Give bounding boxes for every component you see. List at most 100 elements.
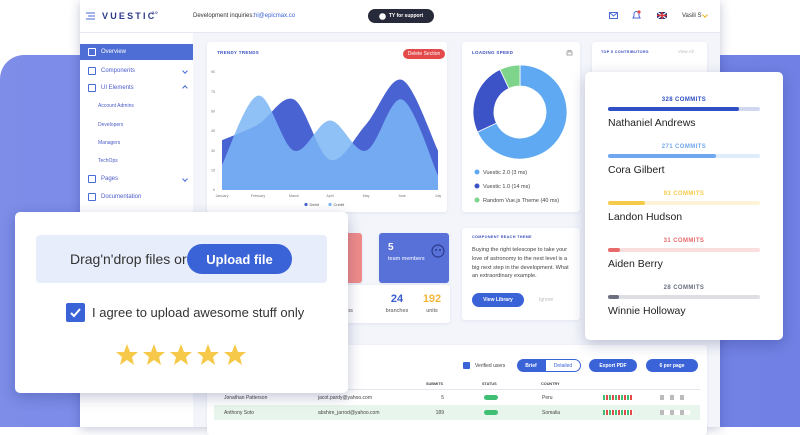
table-header: SUBMITS <box>426 382 444 386</box>
row-actions <box>660 395 690 400</box>
legend-swatch <box>304 202 308 207</box>
reach-text: Buying the right telescope to take your … <box>472 247 569 280</box>
card-title: TOP 5 CONTRIBUTORS <box>601 50 649 54</box>
per-page-select[interactable]: 6 per page <box>646 359 698 372</box>
contributor-name: Nathaniel Andrews <box>608 117 696 129</box>
bar <box>608 201 646 205</box>
card-title: COMPONENT REACH THEME <box>472 235 532 239</box>
x-tick-label: March <box>289 194 299 198</box>
nav-label: UI Elements <box>101 85 134 91</box>
y-tick-label: 0 <box>213 188 215 192</box>
logo-version: 2.0 <box>152 10 158 15</box>
nav-subitem[interactable]: Account Admins <box>98 103 134 109</box>
nav-subitem[interactable]: Managers <box>98 140 121 146</box>
mail-icon[interactable] <box>609 12 618 19</box>
donut-segment <box>499 64 521 90</box>
cell-country: Peru <box>542 395 553 401</box>
chevron <box>182 85 188 91</box>
commit-label: 93 COMMITS <box>663 191 705 197</box>
commit-label: 31 COMMITS <box>663 238 705 244</box>
cell-submits: 5 <box>441 395 444 401</box>
status-badge <box>484 395 498 400</box>
user-name[interactable]: Vasili S <box>682 13 702 19</box>
card-title: TRENDY TRENDS <box>217 50 260 55</box>
view-library-button[interactable]: View Library <box>472 293 524 307</box>
contributor-name: Winnie Holloway <box>608 305 686 317</box>
table-header: COUNTRY <box>541 382 560 386</box>
legend-swatch <box>328 202 332 207</box>
chevron <box>182 68 188 74</box>
stat-value: 192 <box>422 293 442 305</box>
bar <box>608 295 620 299</box>
support-button[interactable]: TY for support <box>368 9 434 23</box>
bar-track <box>608 248 760 252</box>
commit-label: 28 COMMITS <box>663 285 705 291</box>
nav-item[interactable]: Components <box>80 63 193 79</box>
chevron <box>182 176 188 182</box>
nav-subitem[interactable]: Developers <box>98 122 124 128</box>
brief-toggle[interactable]: Brief <box>517 359 545 372</box>
nav-subitem[interactable]: TechOps <box>98 158 118 164</box>
cell-submits: 189 <box>435 410 444 416</box>
legend-label: Vuestic 1.0 (14 ms) <box>483 184 530 190</box>
nav-item[interactable]: Overview <box>80 44 193 60</box>
legend-label: Random Vue.js Theme (40 ms) <box>483 198 559 204</box>
notification-icon[interactable] <box>632 10 641 20</box>
stat-value: 24 <box>390 293 404 305</box>
x-tick-label: February <box>251 194 266 198</box>
menu-icon <box>86 12 95 20</box>
view-all-link[interactable]: View All <box>678 49 694 54</box>
checkbox[interactable] <box>463 362 470 369</box>
flag-icon[interactable] <box>657 12 667 19</box>
nav-icon <box>88 175 96 183</box>
y-tick-label: 15 <box>211 169 215 173</box>
detailed-toggle[interactable]: Detailed <box>545 359 581 372</box>
inquiry-email[interactable]: hi@epicmax.co <box>254 13 296 19</box>
legend-label: Vuestic 2.0 (3 ms) <box>483 170 527 176</box>
stat-label: units <box>426 308 438 314</box>
table-header: STATUS <box>482 382 497 386</box>
nav-icon <box>88 193 96 201</box>
cell-name: Jonathan Patterson <box>224 395 268 401</box>
upload-button[interactable]: Upload file <box>187 244 292 274</box>
nav-item[interactable]: UI Elements <box>80 80 193 96</box>
donut-chart: Vuestic 2.0 (3 ms) Vuestic 1.0 (14 ms) Ran… <box>472 64 568 204</box>
legend-label: Debit <box>310 202 320 207</box>
nav-label: Overview <box>101 49 127 55</box>
donut-segment <box>472 68 510 133</box>
y-tick-label: 75 <box>211 90 215 94</box>
nav-item[interactable]: Documentation <box>80 189 193 205</box>
nav-label: Pages <box>101 176 119 182</box>
rating-stars[interactable] <box>115 343 247 367</box>
team-label: team members <box>388 256 425 262</box>
print-icon[interactable] <box>566 50 573 57</box>
cell-country: Somalia <box>542 410 561 416</box>
x-tick-label: May <box>363 194 370 198</box>
verified-label: Verified users <box>475 363 506 369</box>
x-tick-label: January <box>216 194 229 198</box>
agree-checkbox[interactable] <box>66 303 85 322</box>
upload-card: Drag'n'drop files or Upload file I agree… <box>15 212 348 393</box>
bar-track <box>608 295 760 299</box>
area-series <box>222 95 438 190</box>
team-count: 5 <box>388 242 394 253</box>
nav-item[interactable]: Pages <box>80 171 193 187</box>
status-badge <box>484 410 498 415</box>
bar <box>608 107 739 111</box>
row-highlight <box>214 405 700 420</box>
cell-email: jacot.pardy@yahoo.com <box>318 395 372 401</box>
delete-button[interactable]: Delete Section <box>403 49 445 59</box>
legend-swatch <box>474 197 480 203</box>
nav-label: Components <box>101 68 136 74</box>
card-title: LOADING SPEED <box>472 50 514 55</box>
ignore-link[interactable]: Ignore <box>539 297 554 303</box>
export-button[interactable]: Export PDF <box>589 359 637 372</box>
bar <box>608 154 716 158</box>
y-tick-label: 90 <box>211 70 215 74</box>
nav-icon <box>88 84 96 92</box>
bar-track <box>608 201 760 205</box>
contributor-name: Landon Hudson <box>608 211 683 223</box>
nav-label: Documentation <box>101 194 142 200</box>
contributor-name: Cora Gilbert <box>608 164 665 176</box>
